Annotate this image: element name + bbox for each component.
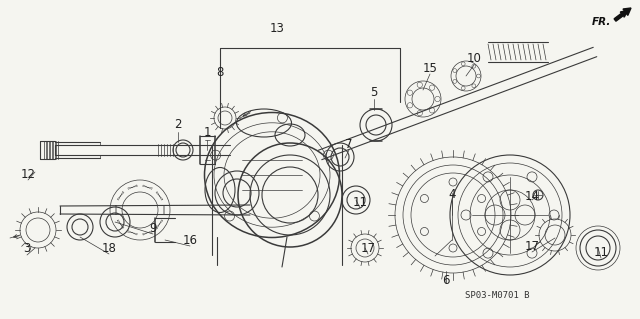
Text: 6: 6 bbox=[442, 273, 450, 286]
FancyArrow shape bbox=[614, 8, 631, 21]
Text: SP03-M0701 B: SP03-M0701 B bbox=[465, 292, 529, 300]
Text: 4: 4 bbox=[448, 189, 456, 202]
Text: 11: 11 bbox=[593, 246, 609, 258]
Text: 17: 17 bbox=[525, 240, 540, 253]
Text: 1: 1 bbox=[204, 127, 211, 139]
Text: 16: 16 bbox=[182, 234, 198, 247]
Text: 9: 9 bbox=[149, 221, 157, 234]
Text: 15: 15 bbox=[422, 62, 437, 75]
Text: 11: 11 bbox=[353, 196, 367, 209]
Text: 14: 14 bbox=[525, 189, 540, 203]
Text: 5: 5 bbox=[371, 85, 378, 99]
Text: 8: 8 bbox=[216, 65, 224, 78]
Text: 17: 17 bbox=[360, 241, 376, 255]
Text: 13: 13 bbox=[269, 21, 284, 34]
Text: 18: 18 bbox=[102, 241, 116, 255]
Text: 3: 3 bbox=[23, 241, 31, 255]
Text: 7: 7 bbox=[345, 138, 353, 152]
Text: 10: 10 bbox=[467, 51, 481, 64]
Text: 12: 12 bbox=[20, 168, 35, 182]
Text: 2: 2 bbox=[174, 118, 182, 131]
Text: FR.: FR. bbox=[591, 17, 611, 27]
